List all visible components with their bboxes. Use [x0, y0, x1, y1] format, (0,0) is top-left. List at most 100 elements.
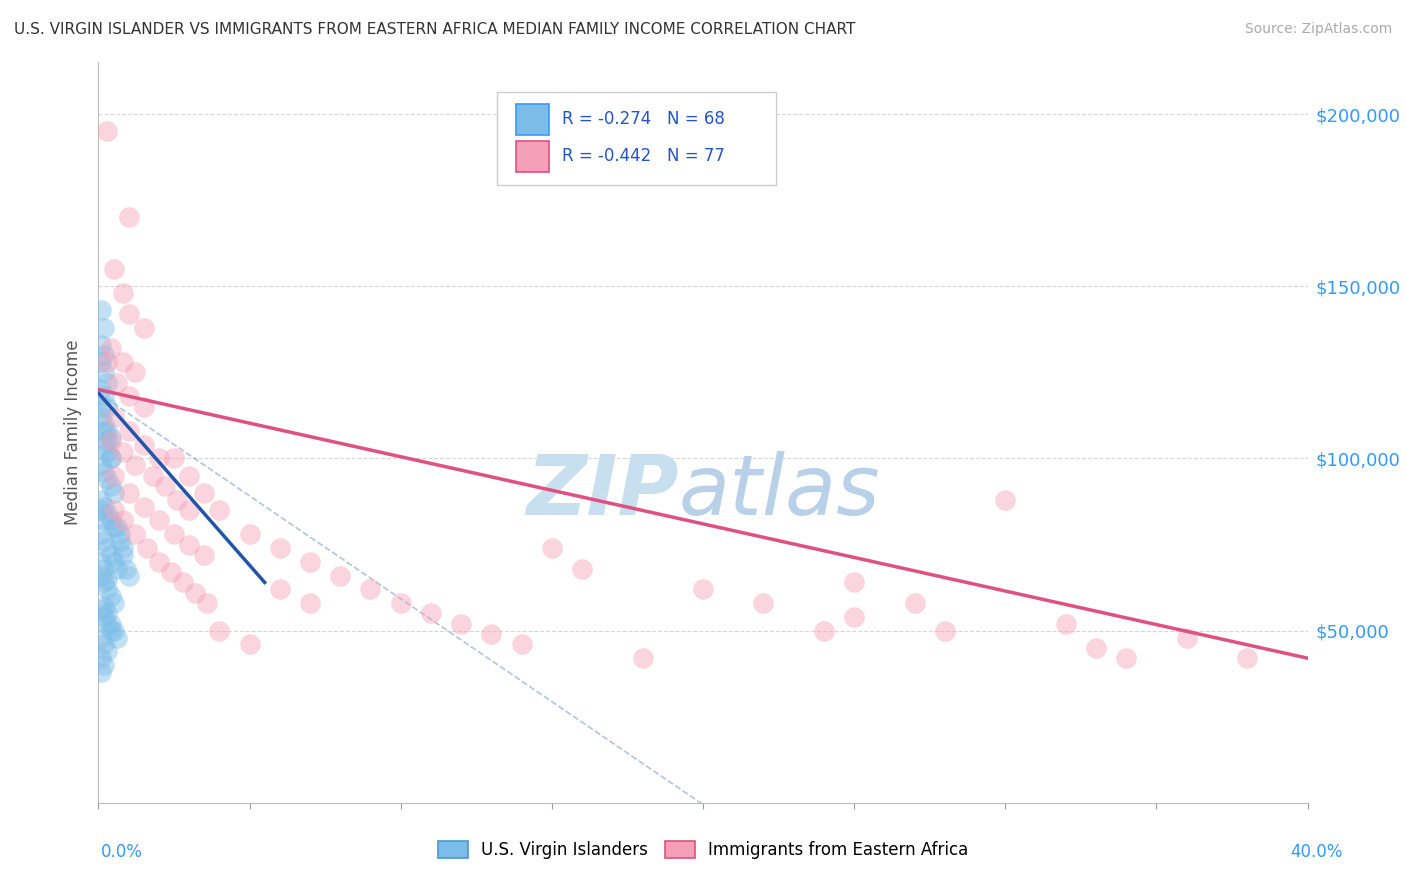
Text: R = -0.274   N = 68: R = -0.274 N = 68 [561, 111, 724, 128]
Point [100, 513, 122, 527]
Point [163, 527, 186, 541]
Point [124, 365, 146, 379]
Point [692, 582, 714, 597]
Point [96, 376, 118, 390]
Point [93, 534, 115, 549]
Point [93, 658, 115, 673]
Point [93, 575, 115, 590]
Point [148, 513, 170, 527]
Point [163, 451, 186, 466]
Point [100, 548, 122, 562]
Point [100, 431, 122, 445]
Point [96, 434, 118, 449]
Point [96, 607, 118, 621]
Point [132, 4, 155, 18]
Point [118, 486, 141, 500]
Point [239, 637, 262, 651]
Point [111, 513, 134, 527]
Point [96, 616, 118, 631]
Point [100, 589, 122, 603]
Point [179, 468, 201, 483]
Point [90, 410, 112, 425]
Point [269, 541, 291, 555]
Point [93, 610, 115, 624]
Point [111, 355, 134, 369]
Point [93, 417, 115, 431]
Point [142, 468, 165, 483]
Text: Source: ZipAtlas.com: Source: ZipAtlas.com [1244, 22, 1392, 37]
Point [299, 596, 322, 610]
Point [1175, 631, 1198, 645]
Point [184, 586, 207, 600]
Point [93, 637, 115, 651]
Point [103, 555, 125, 569]
Point [96, 507, 118, 521]
Point [96, 472, 118, 486]
Point [114, 561, 136, 575]
Point [90, 503, 112, 517]
Point [103, 468, 125, 483]
Point [934, 624, 956, 638]
Point [90, 568, 112, 582]
Point [111, 541, 134, 555]
Point [105, 631, 128, 645]
Point [90, 458, 112, 473]
Point [105, 561, 128, 575]
Point [96, 644, 118, 658]
Point [193, 486, 215, 500]
Point [148, 451, 170, 466]
Point [124, 458, 146, 473]
Point [195, 596, 218, 610]
Point [93, 348, 115, 362]
Point [481, 627, 503, 641]
Point [96, 541, 118, 555]
Point [108, 527, 131, 541]
Point [329, 568, 352, 582]
Point [132, 438, 155, 452]
Point [360, 582, 382, 597]
Point [389, 596, 412, 610]
Point [420, 607, 443, 621]
FancyBboxPatch shape [516, 141, 550, 172]
Point [118, 568, 141, 582]
Point [844, 575, 866, 590]
Point [1054, 616, 1077, 631]
Point [571, 561, 593, 575]
Point [100, 624, 122, 638]
Point [450, 616, 472, 631]
Point [108, 534, 131, 549]
Text: R = -0.442   N = 77: R = -0.442 N = 77 [561, 147, 724, 165]
Point [90, 492, 112, 507]
Point [135, 541, 157, 555]
Text: 0.0%: 0.0% [101, 843, 143, 861]
Point [90, 631, 112, 645]
Point [90, 555, 112, 569]
Point [93, 500, 115, 514]
Point [93, 320, 115, 334]
Point [111, 444, 134, 458]
Point [96, 572, 118, 586]
Point [93, 438, 115, 452]
Point [93, 365, 115, 379]
Point [90, 527, 112, 541]
Text: 40.0%: 40.0% [1291, 843, 1343, 861]
Point [239, 527, 262, 541]
Point [153, 38, 176, 53]
Point [179, 503, 201, 517]
Point [100, 451, 122, 466]
Point [1085, 640, 1108, 655]
Point [103, 486, 125, 500]
Point [844, 610, 866, 624]
Point [96, 444, 118, 458]
Point [90, 665, 112, 679]
Point [118, 389, 141, 403]
Point [208, 624, 231, 638]
Point [510, 637, 533, 651]
Point [96, 124, 118, 138]
Point [105, 520, 128, 534]
Point [148, 555, 170, 569]
Point [118, 424, 141, 438]
Point [124, 527, 146, 541]
Point [103, 520, 125, 534]
Point [153, 479, 176, 493]
